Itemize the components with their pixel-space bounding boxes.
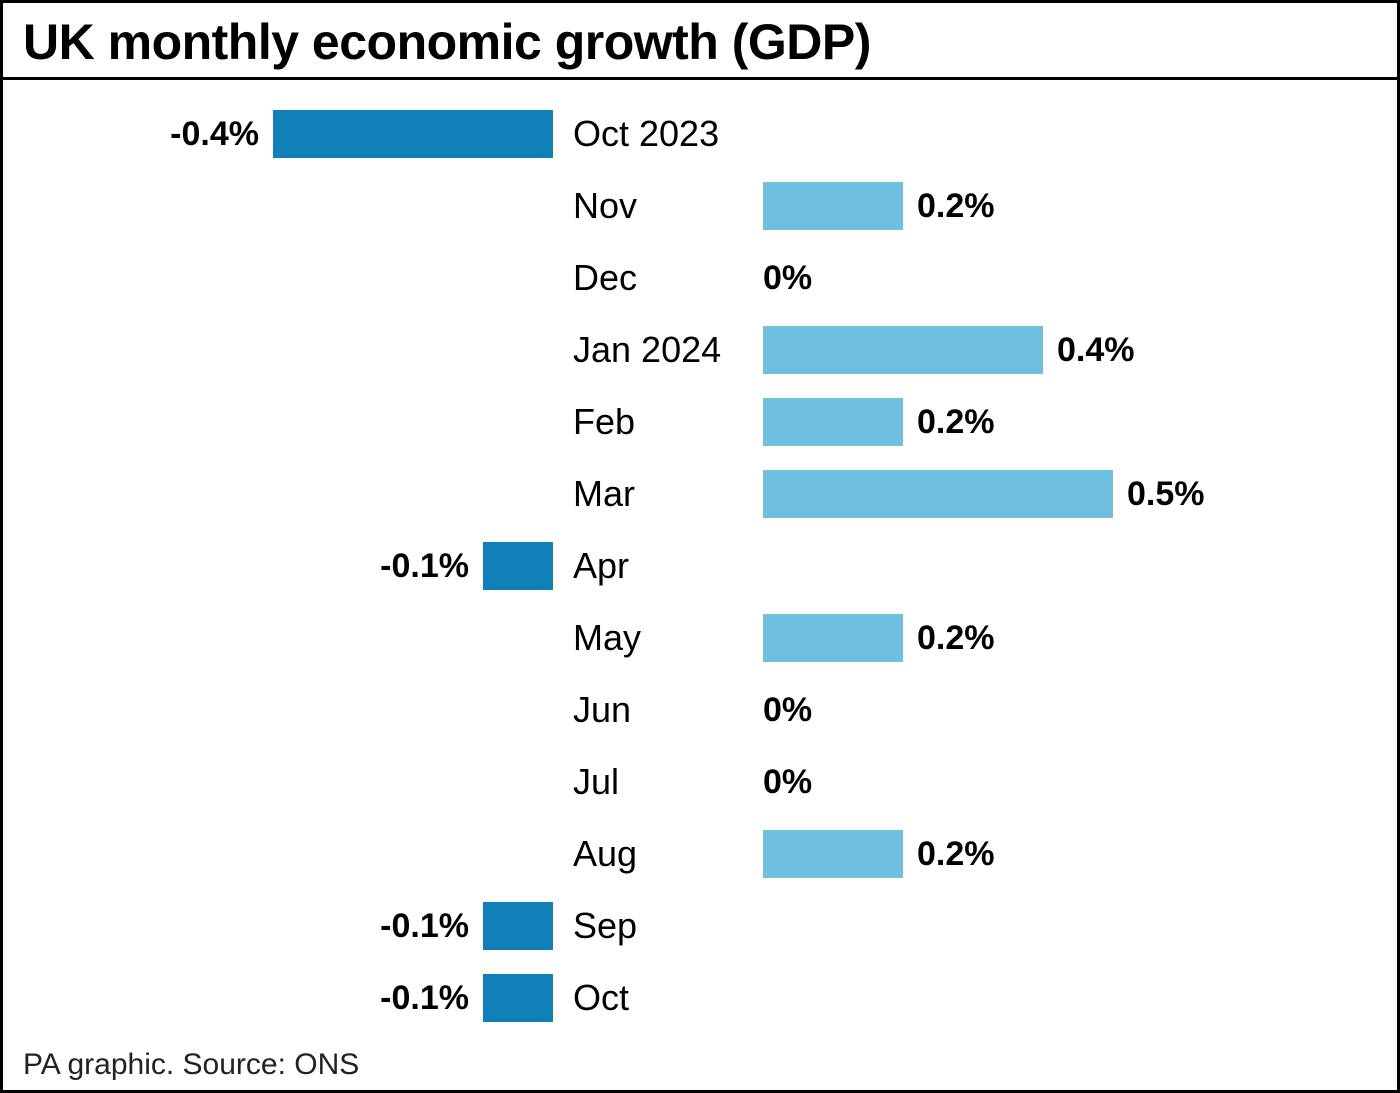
value-label: -0.1%: [380, 547, 483, 586]
positive-bar: [763, 830, 903, 878]
negative-zone: -0.1%: [43, 530, 553, 602]
month-label: Jul: [553, 761, 763, 803]
positive-zone: 0.2%: [763, 170, 1357, 242]
bar-row: Jun0%: [43, 674, 1357, 746]
diverging-bar-chart: -0.4%Oct 2023Nov0.2%Dec0%Jan 20240.4%Feb…: [3, 88, 1397, 1035]
negative-zone: [43, 314, 553, 386]
negative-zone: [43, 170, 553, 242]
bar-row: May 0.2%: [43, 602, 1357, 674]
bar-row: Aug 0.2%: [43, 818, 1357, 890]
month-label: Aug: [553, 833, 763, 875]
bar-row: Jan 2024 0.4%: [43, 314, 1357, 386]
bar-row: Nov 0.2%: [43, 170, 1357, 242]
negative-zone: -0.1%: [43, 962, 553, 1034]
chart-frame: UK monthly economic growth (GDP) -0.4% Oc…: [0, 0, 1400, 1093]
positive-zone: [763, 890, 1357, 962]
negative-bar: [483, 542, 553, 590]
bar-row: -0.1% Sep: [43, 890, 1357, 962]
negative-zone: [43, 746, 553, 818]
month-label: Apr: [553, 545, 763, 587]
positive-zone: 0.4%: [763, 314, 1357, 386]
value-label: -0.1%: [380, 979, 483, 1018]
positive-bar: [763, 398, 903, 446]
chart-title: UK monthly economic growth (GDP): [3, 3, 1397, 80]
month-label: Jun: [553, 689, 763, 731]
negative-zone: -0.4%: [43, 98, 553, 170]
month-label: Dec: [553, 257, 763, 299]
bar-row: Dec0%: [43, 242, 1357, 314]
bar-row: Feb 0.2%: [43, 386, 1357, 458]
positive-zone: [763, 962, 1357, 1034]
bar-row: Mar 0.5%: [43, 458, 1357, 530]
positive-zone: 0.2%: [763, 602, 1357, 674]
positive-bar: [763, 326, 1043, 374]
month-label: Sep: [553, 905, 763, 947]
negative-zone: [43, 674, 553, 746]
month-label: Oct: [553, 977, 763, 1019]
positive-bar: [763, 614, 903, 662]
negative-zone: [43, 386, 553, 458]
positive-zone: [763, 530, 1357, 602]
month-label: Oct 2023: [553, 113, 763, 155]
value-label: -0.1%: [380, 907, 483, 946]
negative-bar: [483, 974, 553, 1022]
positive-zone: 0%: [763, 674, 1357, 746]
value-label: 0%: [763, 691, 812, 730]
positive-zone: 0.5%: [763, 458, 1357, 530]
bar-row: -0.1% Oct: [43, 962, 1357, 1034]
value-label: -0.4%: [170, 115, 273, 154]
negative-bar: [273, 110, 553, 158]
positive-zone: 0%: [763, 242, 1357, 314]
value-label: 0.2%: [903, 187, 995, 226]
negative-zone: [43, 242, 553, 314]
bar-row: -0.1% Apr: [43, 530, 1357, 602]
value-label: 0%: [763, 259, 812, 298]
positive-zone: 0.2%: [763, 386, 1357, 458]
positive-zone: 0.2%: [763, 818, 1357, 890]
bar-row: Jul0%: [43, 746, 1357, 818]
negative-zone: [43, 602, 553, 674]
value-label: 0.4%: [1043, 331, 1135, 370]
negative-zone: [43, 818, 553, 890]
chart-footer: PA graphic. Source: ONS: [23, 1048, 359, 1082]
bar-row: -0.4% Oct 2023: [43, 98, 1357, 170]
month-label: Jan 2024: [553, 329, 763, 371]
positive-zone: [763, 98, 1357, 170]
value-label: 0%: [763, 763, 812, 802]
positive-bar: [763, 182, 903, 230]
positive-zone: 0%: [763, 746, 1357, 818]
value-label: 0.2%: [903, 403, 995, 442]
value-label: 0.5%: [1113, 475, 1205, 514]
month-label: May: [553, 617, 763, 659]
negative-zone: [43, 458, 553, 530]
negative-bar: [483, 902, 553, 950]
negative-zone: -0.1%: [43, 890, 553, 962]
value-label: 0.2%: [903, 619, 995, 658]
positive-bar: [763, 470, 1113, 518]
month-label: Nov: [553, 185, 763, 227]
month-label: Mar: [553, 473, 763, 515]
month-label: Feb: [553, 401, 763, 443]
value-label: 0.2%: [903, 835, 995, 874]
